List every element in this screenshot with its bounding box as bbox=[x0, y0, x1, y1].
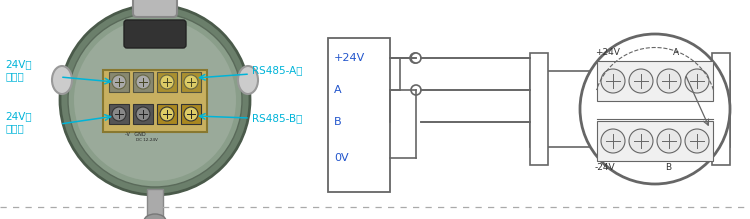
Circle shape bbox=[60, 5, 250, 195]
Circle shape bbox=[112, 107, 126, 121]
Bar bbox=[597, 61, 713, 101]
Bar bbox=[157, 72, 177, 92]
Circle shape bbox=[657, 69, 681, 93]
FancyBboxPatch shape bbox=[124, 20, 186, 48]
Circle shape bbox=[136, 107, 150, 121]
Bar bbox=[133, 104, 153, 124]
Circle shape bbox=[685, 129, 709, 153]
Circle shape bbox=[112, 75, 126, 89]
Text: DC 12-24V: DC 12-24V bbox=[136, 138, 158, 142]
Bar bbox=[103, 70, 207, 132]
Text: 0V: 0V bbox=[334, 153, 349, 163]
Circle shape bbox=[184, 107, 198, 121]
Circle shape bbox=[657, 129, 681, 153]
Circle shape bbox=[601, 69, 625, 93]
Text: +24V: +24V bbox=[595, 48, 619, 57]
Bar bbox=[109, 72, 129, 92]
Bar bbox=[530, 71, 730, 147]
Circle shape bbox=[629, 129, 653, 153]
Bar bbox=[109, 104, 129, 124]
Circle shape bbox=[160, 75, 174, 89]
Circle shape bbox=[184, 75, 198, 89]
Text: +24V: +24V bbox=[334, 53, 365, 63]
Text: 24V电: 24V电 bbox=[5, 111, 32, 121]
Circle shape bbox=[411, 53, 421, 63]
Circle shape bbox=[74, 19, 236, 181]
Circle shape bbox=[580, 34, 730, 184]
Circle shape bbox=[411, 85, 421, 95]
Ellipse shape bbox=[238, 66, 258, 94]
Text: 源负极: 源负极 bbox=[5, 123, 24, 133]
Bar bbox=[133, 72, 153, 92]
FancyBboxPatch shape bbox=[133, 0, 177, 17]
Bar bbox=[712, 53, 730, 165]
Circle shape bbox=[136, 75, 150, 89]
Circle shape bbox=[629, 69, 653, 93]
Text: -24V: -24V bbox=[595, 163, 616, 172]
Bar bbox=[328, 38, 390, 192]
Bar bbox=[597, 121, 713, 161]
Circle shape bbox=[685, 69, 709, 93]
Text: A: A bbox=[334, 85, 341, 95]
Bar bbox=[530, 53, 548, 165]
Circle shape bbox=[601, 129, 625, 153]
Bar bbox=[181, 72, 201, 92]
Text: B: B bbox=[334, 117, 341, 127]
Text: 源正极: 源正极 bbox=[5, 71, 24, 81]
Text: RS485-B极: RS485-B极 bbox=[252, 113, 302, 123]
Circle shape bbox=[68, 13, 242, 187]
Text: B: B bbox=[665, 163, 671, 172]
Ellipse shape bbox=[52, 66, 72, 94]
Text: RS485-A极: RS485-A极 bbox=[252, 65, 302, 75]
Text: -V   GND: -V GND bbox=[124, 132, 146, 137]
Circle shape bbox=[160, 107, 174, 121]
Ellipse shape bbox=[144, 214, 166, 219]
Bar bbox=[147, 189, 163, 217]
Text: A: A bbox=[673, 48, 680, 57]
Bar bbox=[181, 104, 201, 124]
Bar bbox=[157, 104, 177, 124]
Text: 24V电: 24V电 bbox=[5, 59, 32, 69]
Circle shape bbox=[410, 53, 420, 63]
